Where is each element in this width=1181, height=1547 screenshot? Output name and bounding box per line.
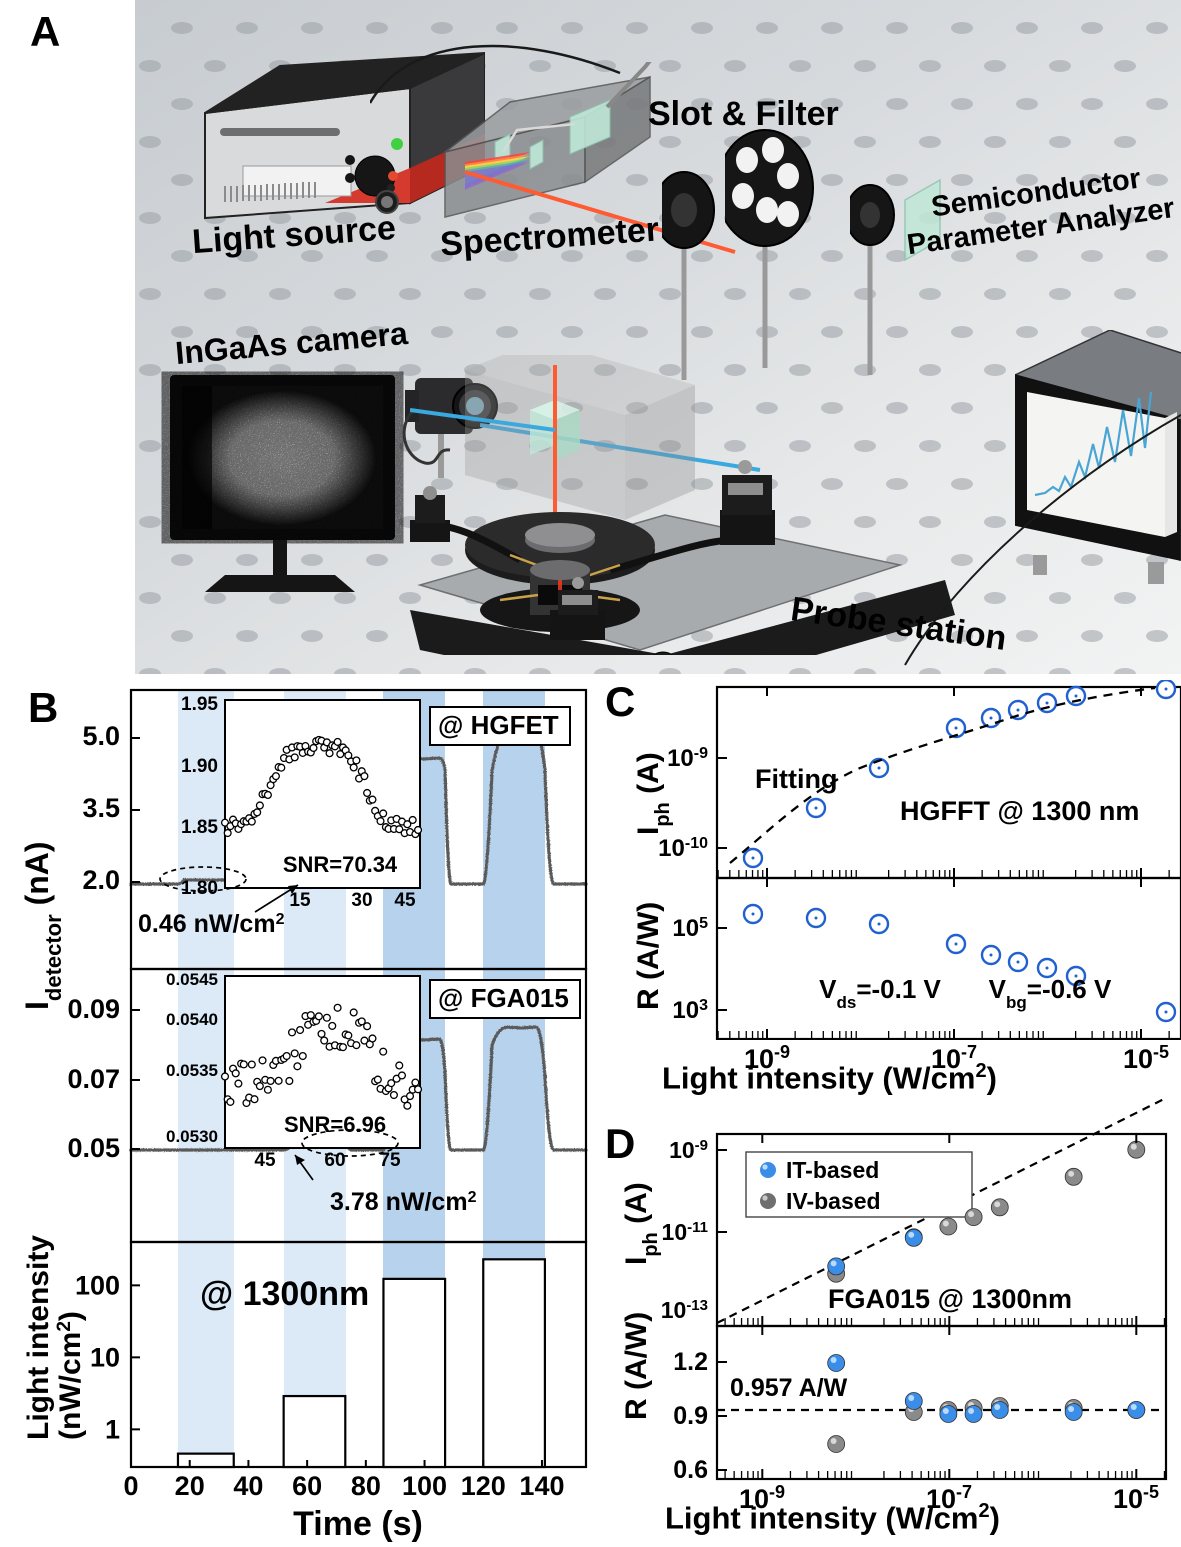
- svg-text:IV-based: IV-based: [786, 1188, 881, 1214]
- svg-text:IT-based: IT-based: [786, 1157, 879, 1183]
- svg-text:Fitting: Fitting: [755, 764, 837, 794]
- svg-text:10-9: 10-9: [667, 745, 708, 773]
- svg-text:R (A/W): R (A/W): [632, 902, 665, 1010]
- svg-text:10-11: 10-11: [662, 1219, 708, 1246]
- svg-text:10-9: 10-9: [669, 1137, 708, 1164]
- svg-text:1.2: 1.2: [673, 1348, 708, 1376]
- svg-text:0.9: 0.9: [673, 1402, 708, 1430]
- svg-text:103: 103: [672, 997, 708, 1025]
- svg-text:Vds=-0.1 V: Vds=-0.1 V: [819, 974, 941, 1012]
- svg-text:10-10: 10-10: [658, 835, 708, 863]
- svg-text:0.957 A/W: 0.957 A/W: [730, 1374, 848, 1402]
- svg-text:HGFFT @ 1300 nm: HGFFT @ 1300 nm: [900, 796, 1139, 826]
- svg-text:FGA015 @ 1300nm: FGA015 @ 1300nm: [828, 1284, 1072, 1314]
- svg-text:Iph (A): Iph (A): [620, 1182, 662, 1265]
- svg-text:Vbg=-0.6 V: Vbg=-0.6 V: [989, 974, 1112, 1012]
- svg-text:10-5: 10-5: [1123, 1042, 1169, 1074]
- svg-text:10-13: 10-13: [661, 1297, 708, 1324]
- svg-text:105: 105: [672, 915, 708, 943]
- svg-text:10-5: 10-5: [1113, 1482, 1159, 1514]
- svg-text:R (A/W): R (A/W): [620, 1312, 653, 1420]
